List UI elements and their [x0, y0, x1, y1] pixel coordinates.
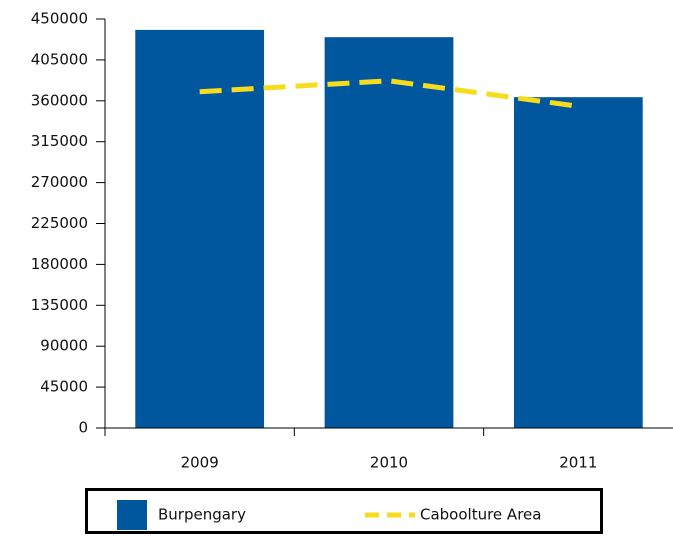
- y-tick-label: 45000: [40, 378, 88, 396]
- bar: [135, 29, 265, 428]
- y-tick-label: 0: [78, 419, 88, 437]
- y-tick-label: 270000: [31, 173, 88, 191]
- y-tick-label: 360000: [31, 91, 88, 109]
- legend-swatch: [117, 500, 147, 530]
- bar: [324, 37, 454, 429]
- y-tick-label: 225000: [31, 214, 88, 232]
- y-tick-label: 315000: [31, 132, 88, 150]
- y-tick-label: 450000: [31, 10, 88, 28]
- legend-label: Burpengary: [158, 506, 246, 524]
- legend-label: Caboolture Area: [420, 506, 541, 524]
- y-tick-label: 405000: [31, 50, 88, 68]
- y-tick-label: 135000: [31, 296, 88, 314]
- bar: [513, 97, 643, 429]
- y-tick-label: 90000: [40, 337, 88, 355]
- legend-box: [85, 488, 603, 534]
- y-tick-label: 180000: [31, 255, 88, 273]
- x-tick-label: 2009: [181, 454, 219, 472]
- x-tick-label: 2010: [370, 454, 408, 472]
- x-tick-label: 2011: [559, 454, 597, 472]
